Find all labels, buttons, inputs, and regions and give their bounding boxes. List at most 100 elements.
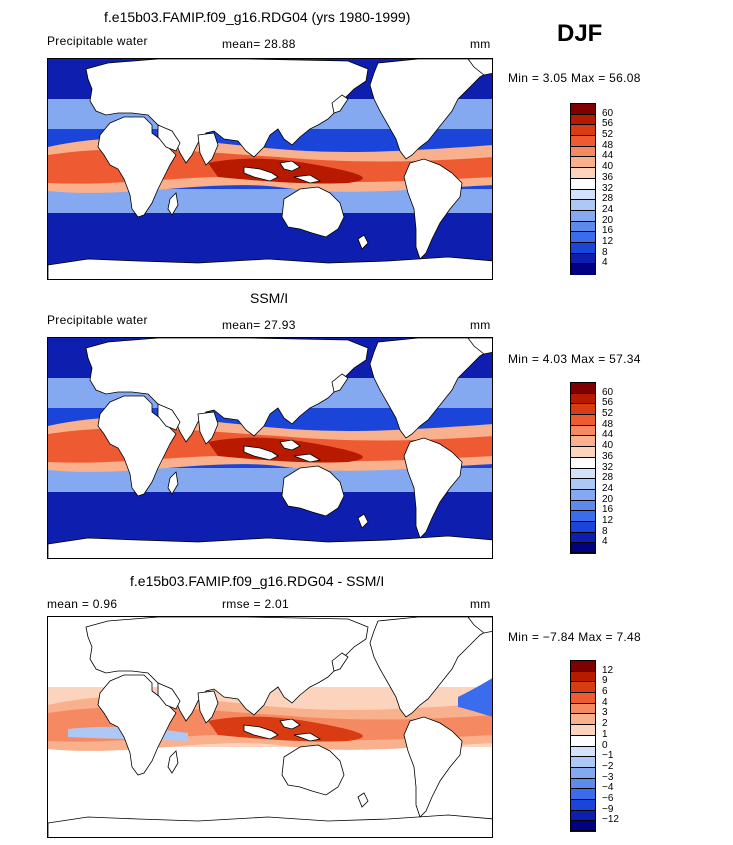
colorbar-tick-label: 0	[602, 739, 608, 751]
colorbar-tick-label: 40	[602, 161, 614, 173]
eurasia-land	[85, 617, 369, 722]
colorbar-tick-label: 60	[602, 386, 614, 398]
colorbar-tick-label: 20	[602, 214, 614, 226]
india-land	[197, 132, 219, 166]
panel-3-map-svg	[48, 617, 492, 837]
japan-land	[331, 373, 349, 393]
greenland-land	[467, 617, 492, 634]
colorbar-outline	[570, 103, 596, 274]
colorbar-tick-label: 24	[602, 203, 614, 215]
madagascar-land	[167, 471, 179, 495]
japan-land	[331, 652, 349, 672]
colorbar-tick-label: −9	[602, 803, 614, 815]
colorbar-tick-label: 56	[602, 118, 614, 130]
colorbar-tick-label: 4	[602, 257, 608, 269]
season-label: DJF	[557, 20, 603, 47]
australia-land	[281, 465, 345, 517]
warm-pool-core	[208, 158, 363, 184]
greenland-land	[467, 338, 492, 355]
newzealand-land	[357, 513, 369, 529]
colorbar-tick-label: 60	[602, 107, 614, 119]
greenland-land	[467, 59, 492, 76]
indonesia-land	[243, 439, 322, 463]
eurasia-land	[85, 338, 369, 443]
colorbar-tick-label: −12	[602, 814, 619, 826]
japan-land	[331, 94, 349, 114]
panel-1-colorbar	[570, 103, 596, 275]
panel-2-mean: mean= 27.93	[222, 318, 296, 332]
panel-3-map	[47, 616, 493, 838]
panel-2-colorbar	[570, 382, 596, 554]
colorbar-tick-label: 24	[602, 482, 614, 494]
madagascar-land	[167, 750, 179, 774]
colorbar-outline	[570, 660, 596, 831]
india-land	[197, 411, 219, 445]
colorbar-tick-label: 16	[602, 225, 614, 237]
panel-1-unit: mm	[470, 37, 491, 51]
colorbar-tick-label: 48	[602, 139, 614, 151]
colorbar-tick-label: −6	[602, 792, 614, 804]
colorbar-tick-label: 12	[602, 664, 614, 676]
antarctica-land	[48, 535, 492, 558]
colorbar-tick-label: 44	[602, 429, 614, 441]
panel-1-mean: mean= 28.88	[222, 37, 296, 51]
colorbar-tick-label: −3	[602, 771, 614, 783]
colorbar-tick-label: 8	[602, 246, 608, 258]
panel-3-rmse: rmse = 2.01	[222, 597, 289, 611]
panel-3-mean: mean = 0.96	[47, 597, 118, 611]
negative-anomaly-patch	[458, 678, 492, 717]
colorbar-tick-label: 4	[602, 696, 608, 708]
colorbar-tick-label: 12	[602, 235, 614, 247]
arabia-land	[157, 403, 181, 431]
panel-1-minmax: Min = 3.05 Max = 56.08	[508, 71, 641, 85]
panel-1-map-svg	[48, 59, 492, 279]
colorbar-tick-label: 4	[602, 536, 608, 548]
warm-pool-core	[208, 716, 363, 742]
colorbar-tick-label: 6	[602, 686, 608, 698]
colorbar-tick-label: 20	[602, 493, 614, 505]
panel-3-minmax: Min = −7.84 Max = 7.48	[508, 630, 642, 644]
australia-land	[281, 186, 345, 238]
southamerica-land	[403, 158, 463, 260]
panel-2-unit: mm	[470, 318, 491, 332]
newzealand-land	[357, 792, 369, 808]
panel-2-minmax: Min = 4.03 Max = 57.34	[508, 352, 641, 366]
colorbar-tick-label: 48	[602, 418, 614, 430]
colorbar-tick-label: 28	[602, 472, 614, 484]
colorbar-tick-label: 9	[602, 675, 608, 687]
colorbar-tick-label: −4	[602, 782, 614, 794]
colorbar-tick-label: 36	[602, 171, 614, 183]
panel-1-map	[47, 58, 493, 280]
colorbar-tick-label: 40	[602, 440, 614, 452]
southamerica-land	[403, 437, 463, 539]
panel-2-map	[47, 337, 493, 559]
africa-land	[97, 674, 177, 776]
colorbar-tick-label: 52	[602, 408, 614, 420]
colorbar-tick-label: 28	[602, 193, 614, 205]
indonesia-land	[243, 160, 322, 184]
colorbar-tick-label: 32	[602, 461, 614, 473]
eurasia-land	[85, 59, 369, 164]
panel-2-variable-label: Precipitable water	[47, 313, 148, 327]
colorbar-tick-label: 56	[602, 397, 614, 409]
colorbar-tick-label: 12	[602, 514, 614, 526]
colorbar-tick-label: 52	[602, 129, 614, 141]
africa-land	[97, 395, 177, 497]
colorbar-tick-label: −2	[602, 760, 614, 772]
australia-land	[281, 744, 345, 796]
panel-3-unit: mm	[470, 597, 491, 611]
indonesia-land	[243, 718, 322, 742]
colorbar-tick-label: 32	[602, 182, 614, 194]
colorbar-tick-label: 16	[602, 504, 614, 516]
colorbar-tick-label: −1	[602, 750, 614, 762]
panel-2-title: SSM/I	[250, 290, 289, 306]
madagascar-land	[167, 192, 179, 216]
panel-3-colorbar	[570, 660, 596, 832]
colorbar-tick-label: 2	[602, 718, 608, 730]
colorbar-outline	[570, 382, 596, 553]
newzealand-land	[357, 234, 369, 250]
panel-1-title: f.e15b03.FAMIP.f09_g16.RDG04 (yrs 1980-1…	[104, 9, 411, 25]
colorbar-tick-label: 36	[602, 450, 614, 462]
colorbar-tick-label: 3	[602, 707, 608, 719]
africa-land	[97, 116, 177, 218]
